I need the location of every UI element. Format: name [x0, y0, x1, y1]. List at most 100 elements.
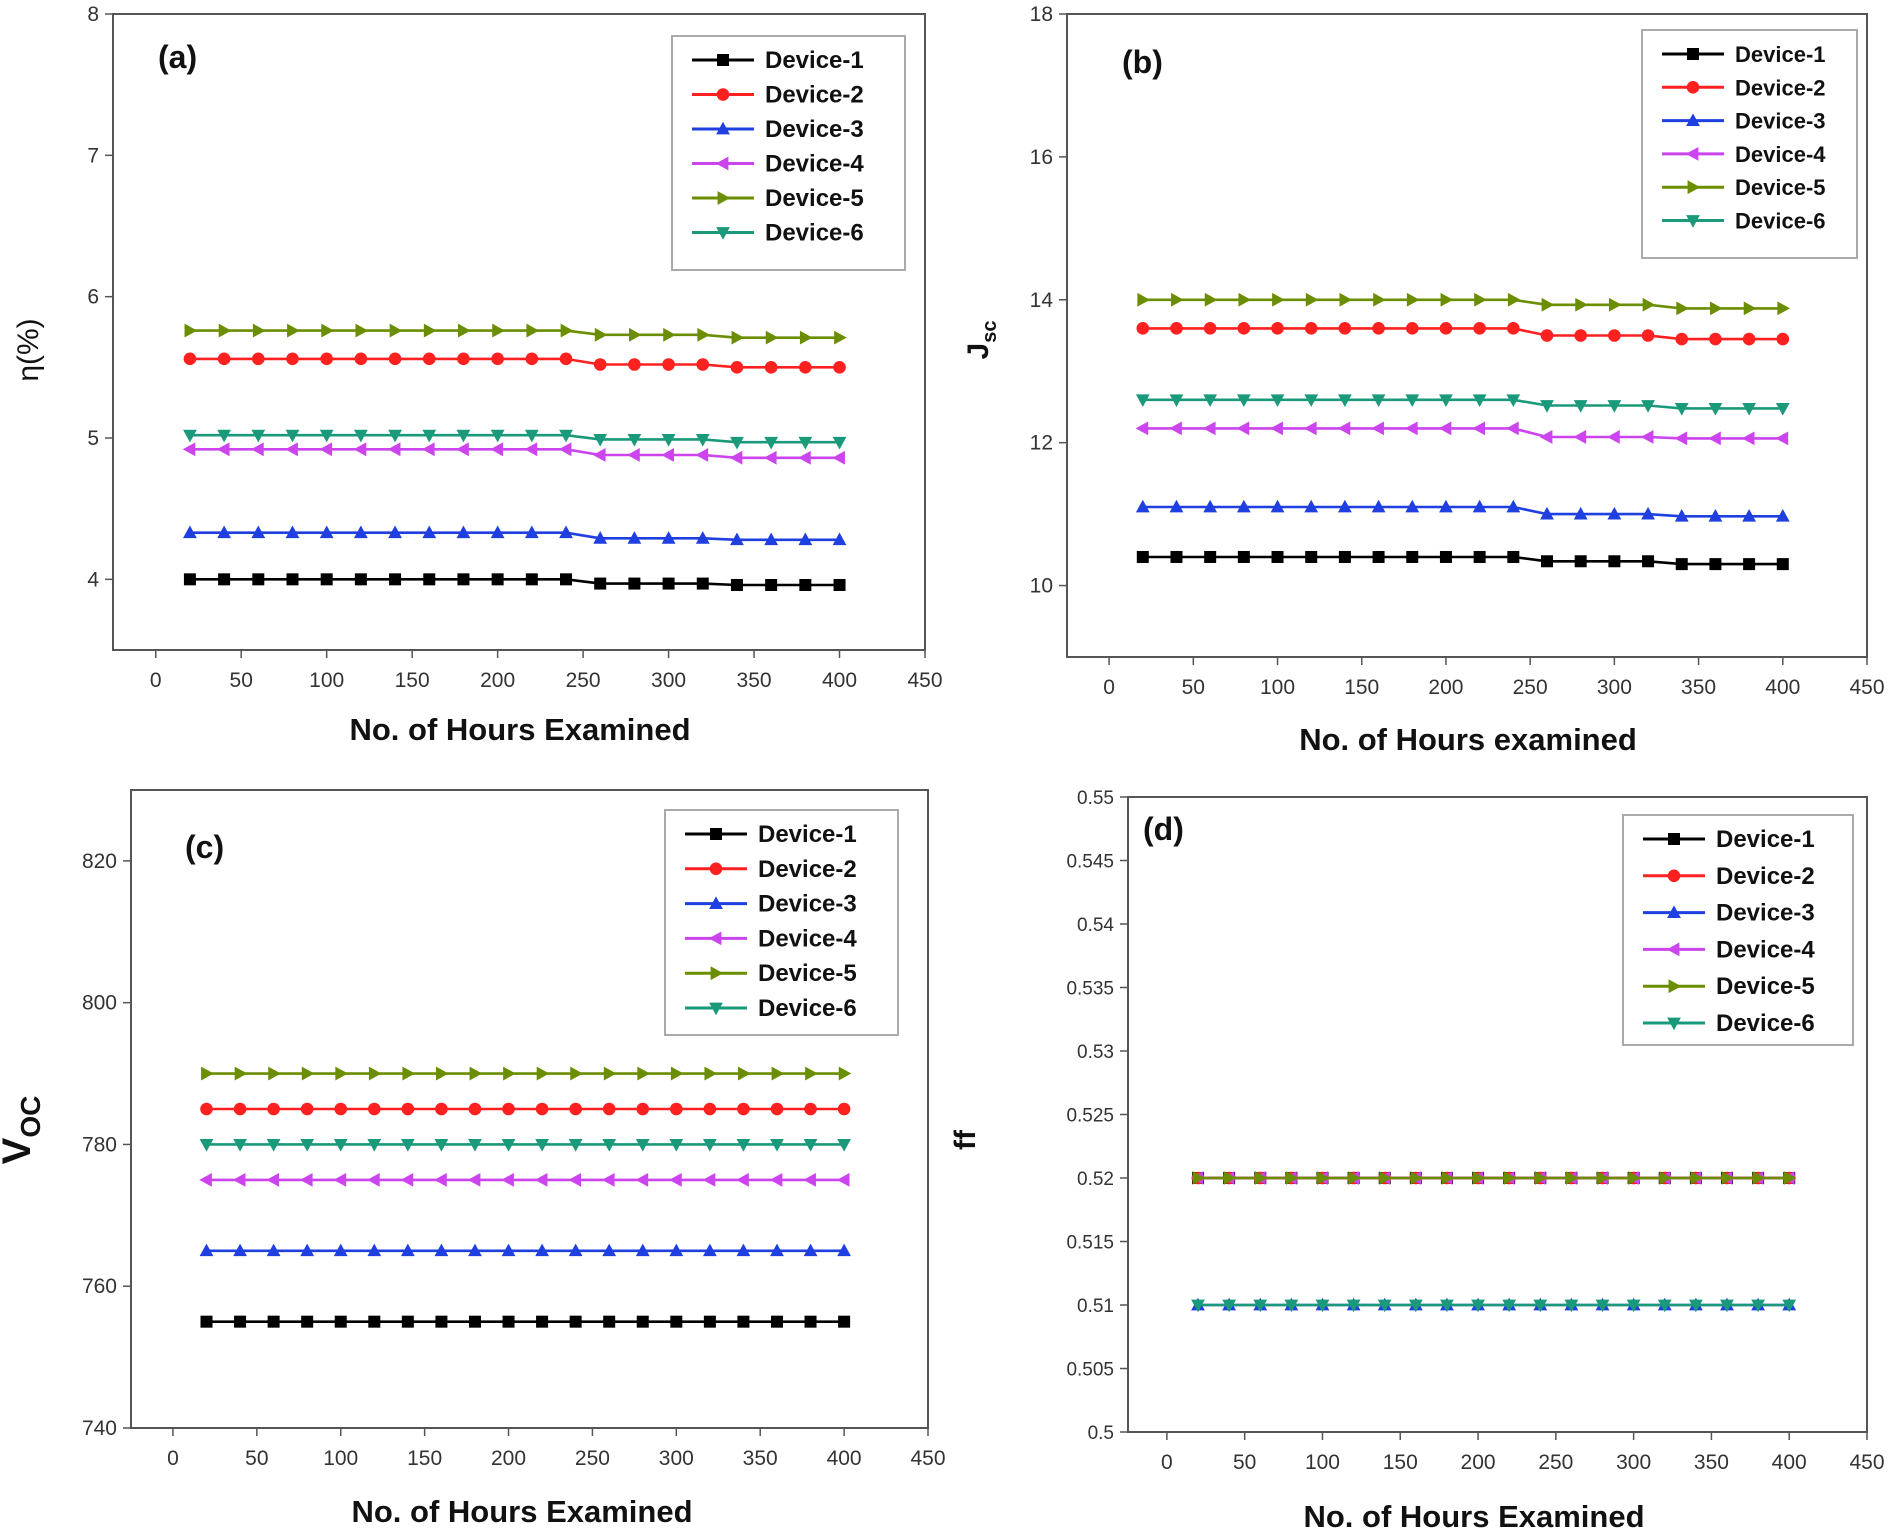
data-point [1203, 394, 1218, 407]
data-point [320, 573, 333, 586]
data-point [1305, 292, 1319, 307]
data-point [627, 434, 642, 447]
x-tick-label: 250 [575, 1447, 610, 1470]
y-tick-label: 18 [1030, 3, 1053, 26]
x-tick-label: 200 [1461, 1451, 1496, 1474]
data-point [559, 429, 573, 443]
legend-swatch-marker [1667, 869, 1681, 883]
data-point [490, 525, 505, 539]
data-point [568, 1172, 582, 1187]
data-point [1776, 332, 1790, 346]
data-point [729, 450, 743, 465]
data-point [602, 1102, 616, 1116]
data-point [456, 442, 469, 457]
data-point [251, 525, 266, 539]
data-point [602, 1243, 617, 1257]
x-tick-label: 300 [1616, 1451, 1651, 1474]
data-point [832, 532, 847, 546]
data-point [467, 1172, 481, 1187]
data-point [1502, 1299, 1517, 1313]
data-point [389, 573, 402, 586]
data-point [299, 1172, 313, 1187]
data-point [1674, 509, 1689, 522]
data-point [199, 1139, 214, 1152]
data-point [216, 442, 230, 457]
data-point [1270, 394, 1285, 407]
data-point [1202, 421, 1216, 436]
data-point [594, 577, 607, 590]
data-point [388, 429, 402, 443]
data-point [234, 1066, 248, 1081]
data-point [769, 1172, 783, 1187]
data-point [737, 1102, 750, 1116]
legend-swatch-marker [709, 896, 723, 909]
data-point [696, 358, 710, 371]
data-point [501, 1139, 516, 1152]
data-point [602, 1172, 615, 1187]
data-point [233, 1243, 247, 1257]
data-point [1372, 322, 1385, 335]
data-point [285, 525, 300, 539]
x-tick-label: 450 [1849, 676, 1884, 699]
data-point [1626, 1299, 1641, 1313]
data-point [524, 442, 538, 457]
data-point [251, 429, 266, 443]
data-point [492, 323, 505, 338]
data-point [1721, 1171, 1735, 1185]
data-point [603, 1315, 616, 1328]
legend: Device-1 Device-2 Device-3 Device-4 Device-5… [1622, 814, 1854, 1046]
data-point [457, 352, 470, 366]
y-tick-label: 0.5 [1088, 1423, 1114, 1444]
data-point [1204, 550, 1217, 563]
data-point [837, 1102, 851, 1116]
legend-swatch-marker [1667, 905, 1681, 918]
data-point [1506, 499, 1521, 513]
data-point [434, 1139, 449, 1152]
legend-label: Device-1 [765, 47, 864, 74]
data-point [1284, 1299, 1299, 1313]
series-device-2 [1136, 322, 1790, 346]
y-tick-label: 740 [82, 1417, 117, 1440]
data-point [1690, 1171, 1704, 1185]
data-point [1641, 400, 1655, 413]
plot-frame [112, 13, 926, 651]
data-point [1203, 322, 1217, 335]
panel-label: (b) [1122, 44, 1163, 80]
legend-frame [1622, 814, 1854, 1046]
data-point [1192, 1171, 1206, 1185]
data-point [1441, 1171, 1455, 1185]
data-point [764, 532, 779, 546]
data-point [1775, 509, 1790, 522]
data-point [1338, 550, 1351, 563]
data-point [1406, 550, 1419, 563]
data-point [535, 1243, 549, 1257]
data-point [730, 361, 744, 374]
series-device-3 [199, 1243, 852, 1257]
data-point [765, 330, 779, 345]
legend-swatch-marker [1686, 215, 1700, 228]
series-device-5 [201, 1066, 852, 1081]
legend-swatch-marker [1686, 113, 1700, 126]
y-tick-label: 16 [1030, 146, 1053, 169]
series-device-3 [183, 525, 847, 546]
data-point [1473, 322, 1486, 335]
data-point [200, 1315, 213, 1328]
data-point [569, 1315, 582, 1328]
legend-swatch-marker [1668, 833, 1680, 845]
data-point [354, 573, 367, 586]
data-point [635, 1172, 649, 1187]
data-point [524, 429, 539, 443]
data-point [1506, 421, 1519, 436]
legend-label: Device-4 [765, 151, 864, 178]
data-point [300, 1102, 314, 1116]
data-point [435, 1102, 448, 1116]
data-point [669, 1139, 684, 1152]
data-point [1408, 1299, 1423, 1313]
data-point [697, 327, 710, 342]
data-point [1659, 1171, 1672, 1185]
data-point [285, 442, 298, 457]
data-point [1564, 1299, 1579, 1313]
data-point [1405, 421, 1418, 436]
data-point [1438, 421, 1452, 436]
data-point [1688, 1299, 1703, 1313]
